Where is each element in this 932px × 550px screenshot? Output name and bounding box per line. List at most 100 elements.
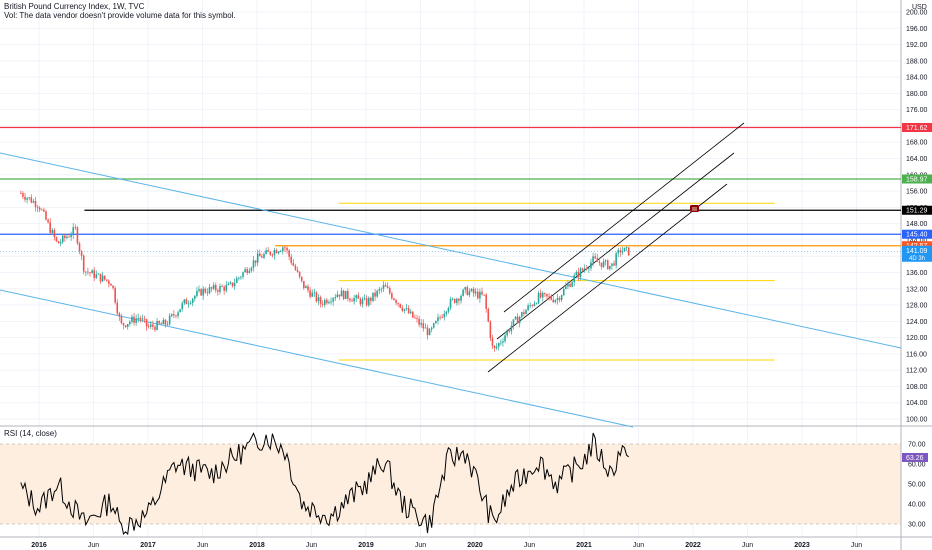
time-tick-label: 2016 (31, 542, 47, 549)
candle-body (407, 308, 410, 314)
candle-body (485, 294, 487, 309)
time-axis[interactable]: 2016 Jun 2017 Jun 2018 Jun 2019 Jun 2020 Jun 2021 J… (31, 542, 862, 549)
candle-body (602, 261, 605, 267)
rsi-indicator-label[interactable]: RSI (14, close) (4, 429, 57, 438)
candle-body (45, 211, 47, 220)
candle-body (303, 280, 305, 289)
candle-body (244, 269, 246, 273)
candle-body (68, 236, 70, 238)
horizontal-levels[interactable] (0, 126, 901, 361)
candle-body (40, 209, 43, 211)
candle-body (432, 323, 435, 328)
time-tick-label: Jun (524, 542, 535, 549)
candle-body (508, 330, 511, 332)
candle-body (20, 193, 22, 194)
candle-body (254, 260, 257, 263)
candle-body (72, 227, 75, 236)
rsi-axis[interactable]: 70.00 60.00 50.00 40.00 30.00 (908, 442, 926, 529)
candle-body (269, 251, 272, 255)
candle-body (470, 288, 473, 292)
candle-body (298, 271, 301, 277)
candle-body (493, 345, 496, 349)
time-tick-label: Jun (851, 542, 862, 549)
candle-body (567, 284, 569, 287)
candle-body (183, 299, 186, 304)
candle-body (80, 251, 83, 256)
candle-body (294, 265, 297, 270)
candle-body (101, 275, 104, 282)
candle-body (160, 323, 163, 325)
candle-body (412, 311, 414, 318)
candle-body (621, 251, 624, 253)
candle-body (370, 297, 372, 301)
candle-body (562, 288, 565, 296)
candle-body (181, 303, 184, 310)
candle-body (464, 287, 467, 290)
candle-body (592, 256, 594, 263)
candle-body (36, 207, 39, 208)
rsi-pane[interactable] (20, 432, 630, 536)
trend-drawings[interactable] (0, 122, 902, 428)
candle-body (468, 291, 471, 296)
symbol-title[interactable]: British Pound Currency Index, 1W, TVC (4, 2, 145, 11)
candle-body (428, 329, 431, 336)
candle-body (221, 286, 223, 287)
candle-body (575, 271, 578, 276)
candle-body (82, 255, 85, 272)
channel-line-middle (496, 152, 735, 340)
candle-body (336, 294, 339, 298)
candle-body (185, 299, 188, 305)
time-tick-label: 2022 (685, 542, 701, 549)
candle-body (573, 275, 576, 283)
candle-body (196, 291, 198, 297)
candle-body (414, 317, 416, 319)
candle-body (124, 325, 127, 327)
time-tick-label: Jun (88, 542, 99, 549)
candle-body (315, 292, 318, 302)
candle-body (286, 247, 288, 251)
candle-body (556, 297, 559, 301)
candle-body (481, 291, 483, 295)
candle-body (585, 268, 588, 270)
candle-body (384, 285, 387, 287)
candle-body (388, 288, 391, 294)
price-tick-label: 156.00 (906, 189, 928, 196)
candle-body (170, 314, 173, 316)
candle-body (288, 250, 290, 257)
candle-body (330, 301, 332, 303)
candle-body (569, 284, 571, 287)
candle-body (126, 324, 129, 327)
candle-body (175, 315, 177, 317)
candle-body (334, 297, 337, 299)
candlestick-series[interactable] (20, 190, 630, 352)
candle-body (326, 299, 328, 304)
candle-body (223, 286, 225, 291)
candle-body (305, 286, 307, 289)
candle-body (426, 327, 429, 336)
candle-body (311, 292, 313, 297)
candle-body (141, 318, 144, 320)
candle-body (177, 312, 179, 317)
candle-body (97, 273, 100, 275)
candle-body (277, 251, 280, 254)
rsi-tick-label: 50.00 (908, 482, 926, 489)
price-tick-label: 180.00 (906, 91, 928, 98)
candle-body (497, 343, 500, 347)
candle-body (296, 269, 299, 272)
candle-body (518, 316, 521, 324)
candle-body (489, 321, 492, 339)
candle-body (227, 283, 230, 285)
candle-body (166, 324, 169, 325)
candle-body (539, 292, 542, 298)
time-tick-label: Jun (742, 542, 753, 549)
candle-body (200, 289, 202, 296)
candle-body (487, 308, 490, 322)
candle-body (66, 236, 68, 239)
candle-body (516, 316, 519, 324)
candle-body (380, 288, 383, 290)
candle-body (625, 247, 628, 249)
candle-body (53, 230, 56, 238)
price-badge-green (902, 174, 932, 184)
